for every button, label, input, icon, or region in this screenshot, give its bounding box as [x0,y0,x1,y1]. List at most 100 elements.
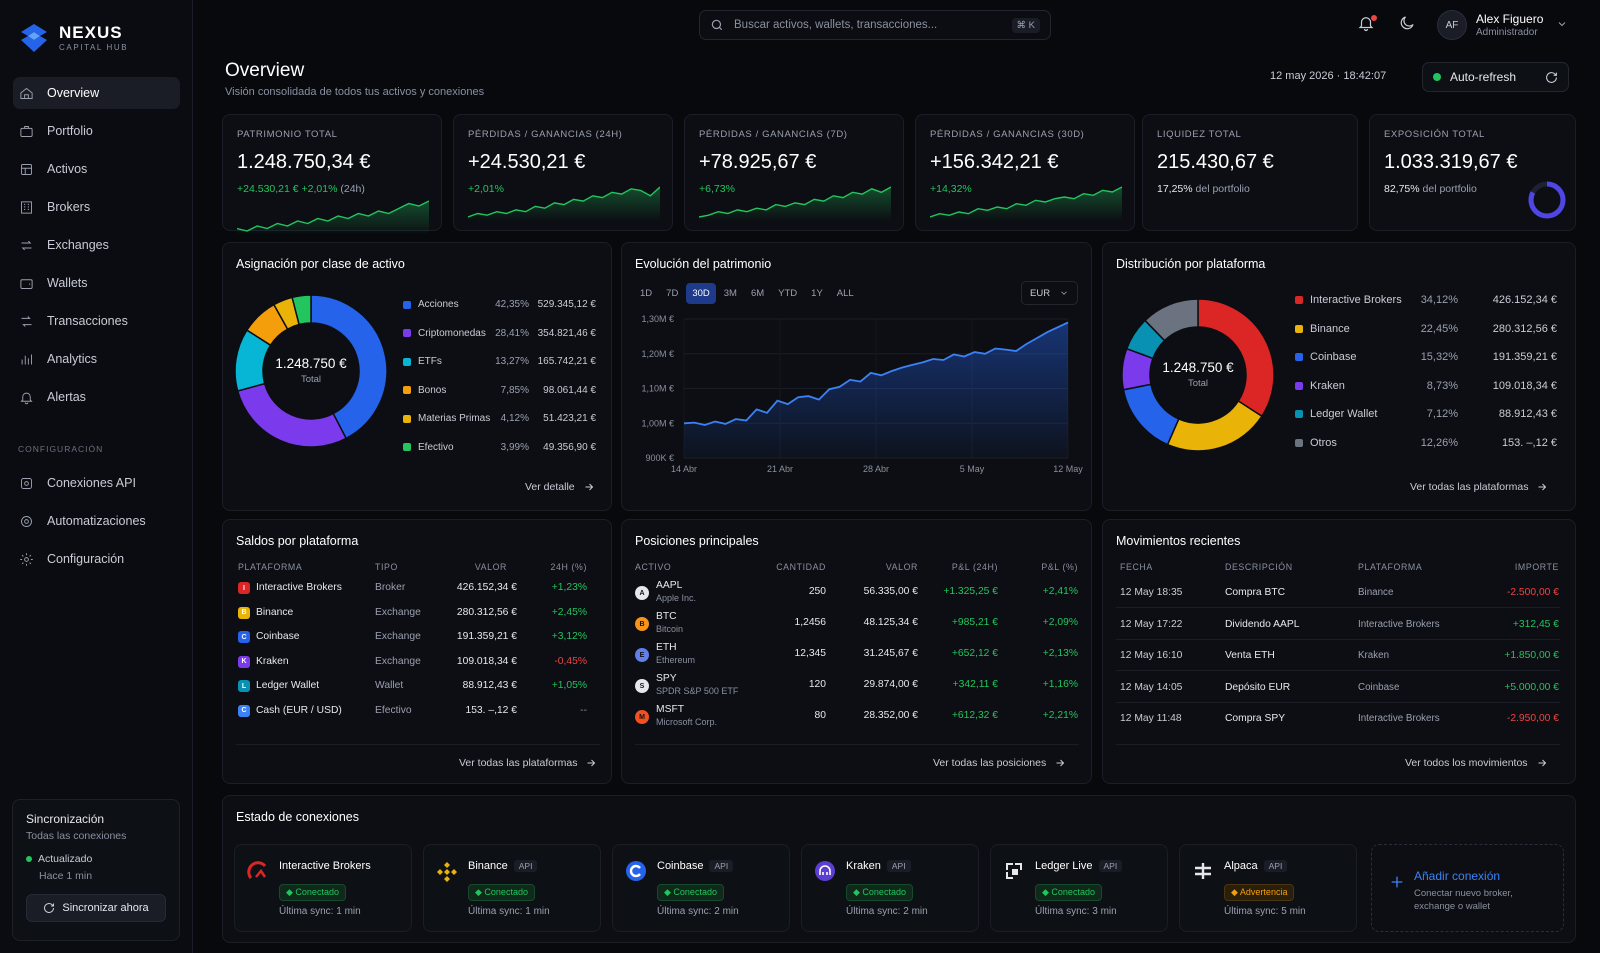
sparkline-line [237,200,429,232]
movements-all-link[interactable]: Ver todos los movimientos [1405,757,1548,769]
sidebar-item-transacciones[interactable]: Transacciones [13,305,180,337]
range-chip-7d[interactable]: 7D [666,288,679,299]
auto-refresh-toggle[interactable]: Auto-refresh [1422,62,1569,92]
movement-description: Dividendo AAPL [1225,618,1300,630]
table-row[interactable]: 12 May 18:35 Compra BTC Binance -2.500,00 € [1103,582,1577,612]
table-row[interactable]: M MSFT Microsoft Corp. 80 28.352,00 € +612,32… [622,702,1093,732]
sidebar-item-portfolio[interactable]: Portfolio [13,115,180,147]
distribution-all-link[interactable]: Ver todas las plataformas [1410,481,1548,493]
sidebar-item-activos[interactable]: Activos [13,153,180,185]
table-row[interactable]: B BTC Bitcoin 1,2456 48.125,34 € +985,21 € +2,… [622,609,1093,639]
connection-last-sync: Última sync: 3 min [1035,906,1117,917]
global-search[interactable]: ⌘ K [699,10,1051,40]
connection-card-alpaca[interactable]: Alpaca API ◆ Advertencia Última sync: 5 min [1179,844,1357,932]
range-chip-all[interactable]: ALL [836,288,854,299]
range-chip-1y[interactable]: 1Y [811,288,823,299]
table-row[interactable]: 12 May 16:10 Venta ETH Kraken +1.850,00 € [1103,645,1577,675]
allocation-detail-link[interactable]: Ver detalle [525,481,595,493]
kpi-delta-pct: +2,01% [298,183,338,195]
range-chip-6m[interactable]: 6M [750,288,765,299]
sidebar-item-brokers[interactable]: Brokers [13,191,180,223]
sidebar-item-conexiones-api[interactable]: Conexiones API [13,467,180,499]
table-row[interactable]: I Interactive Brokers Broker 426.152,34 € +1… [223,578,613,600]
asset-value: 31.245,67 € [863,648,918,659]
theme-toggle-button[interactable] [1398,14,1420,36]
kpi-card[interactable]: PÉRDIDAS / GANANCIAS (7D) +78.925,67 € +6,… [684,114,904,231]
legend-value: 426.152,34 € [1492,294,1557,306]
sync-now-button[interactable]: Sincronizar ahora [26,894,166,922]
table-row[interactable]: C Cash (EUR / USD) Efectivo 153. –,12 € -- [223,701,613,723]
user-name[interactable]: Alex Figuero [1476,12,1544,26]
allocation-slice-criptomonedas[interactable] [236,382,348,448]
add-connection-button[interactable]: Añadir conexión Conectar nuevo broker, e… [1371,844,1564,932]
connection-card-interactive-brokers[interactable]: Interactive Brokers ◆ Conectado Última syn… [234,844,412,932]
balances-all-label: Ver todas las plataformas [459,757,578,769]
table-row[interactable]: 12 May 11:48 Compra SPY Interactive Broker… [1103,708,1577,738]
sparkline-area [930,187,1122,221]
kpi-card[interactable]: EXPOSICIÓN TOTAL 1.033.319,67 € 82,75% del… [1369,114,1576,231]
distribution-slice-coinbase[interactable] [1122,383,1180,446]
layers-icon [19,162,34,177]
sidebar-item-configuraci-n[interactable]: Configuración [13,543,180,575]
table-row[interactable]: E ETH Ethereum 12,345 31.245,67 € +652,12 € +2… [622,640,1093,670]
sidebar-item-analytics[interactable]: Analytics [13,343,180,375]
brand-logo[interactable]: NEXUS CAPITAL HUB [18,22,128,54]
asset-logo-icon: B [635,617,649,631]
positions-all-link[interactable]: Ver todas las posiciones [933,757,1066,769]
range-chip-30d[interactable]: 30D [686,283,716,304]
search-input[interactable] [734,19,1002,31]
kpi-card[interactable]: PÉRDIDAS / GANANCIAS (30D) +156.342,21 € +… [915,114,1135,231]
sidebar-item-wallets[interactable]: Wallets [13,267,180,299]
legend-name: ETFs [418,356,442,367]
kpi-card[interactable]: PATRIMONIO TOTAL 1.248.750,34 € +24.530,21… [222,114,442,235]
sidebar-item-exchanges[interactable]: Exchanges [13,229,180,261]
kraken-logo-icon [814,860,836,882]
kpi-card[interactable]: PÉRDIDAS / GANANCIAS (24H) +24.530,21 € +2… [453,114,673,231]
y-tick-label: 1,30M € [641,314,674,324]
allocation-slice-efectivo[interactable] [291,294,312,326]
allocation-slice-acciones[interactable] [310,294,388,440]
distribution-slice-otros[interactable] [1144,298,1199,342]
refresh-icon[interactable] [1545,71,1558,84]
range-chip-ytd[interactable]: YTD [778,288,798,299]
sidebar-item-overview[interactable]: Overview [13,77,180,109]
distribution-slice-interactive-brokers[interactable] [1197,298,1275,418]
kpi-sparkline [699,186,891,221]
connection-card-ledger-live[interactable]: Ledger Live API ◆ Conectado Última sync: 3 … [990,844,1168,932]
notifications-button[interactable] [1357,14,1379,36]
connection-card-binance[interactable]: Binance API ◆ Conectado Última sync: 1 min [423,844,601,932]
avatar[interactable]: AF [1437,10,1467,40]
arrows-icon [19,314,34,329]
table-row[interactable]: L Ledger Wallet Wallet 88.912,43 € +1,05% [223,676,613,698]
connection-name: Ledger Live API [1035,860,1123,872]
connection-card-coinbase[interactable]: Coinbase API ◆ Conectado Última sync: 2 min [612,844,790,932]
asset-pnl: +652,12 € [951,648,998,659]
nav-item-label: Analytics [47,352,98,366]
range-chip-3m[interactable]: 3M [723,288,737,299]
distribution-donut-chart [1121,298,1275,452]
sidebar-item-alertas[interactable]: Alertas [13,381,180,413]
table-row[interactable]: C Coinbase Exchange 191.359,21 € +3,12% [223,627,613,649]
chevron-down-icon[interactable] [1556,18,1568,30]
table-row[interactable]: S SPY SPDR S&P 500 ETF 120 29.874,00 € +342,1… [622,671,1093,701]
distribution-slice-binance[interactable] [1166,399,1263,452]
legend-value: 165.742,21 € [537,356,596,367]
table-row[interactable]: 12 May 14:05 Depósito EUR Coinbase +5.000,0… [1103,677,1577,707]
kpi-label: PÉRDIDAS / GANANCIAS (30D) [930,129,1085,140]
legend-swatch [1295,438,1303,447]
kpi-card[interactable]: LIQUIDEZ TOTAL 215.430,67 € 17,25% del por… [1142,114,1358,231]
connection-card-kraken[interactable]: Kraken API ◆ Conectado Última sync: 2 min [801,844,979,932]
currency-select[interactable]: EUR [1021,281,1078,305]
nav-item-label: Wallets [47,276,88,290]
table-row[interactable]: B Binance Exchange 280.312,56 € +2,45% [223,603,613,625]
api-badge: API [513,860,538,872]
legend-name: Criptomonedas [418,327,486,339]
balances-all-link[interactable]: Ver todas las plataformas [459,757,597,769]
table-row[interactable]: 12 May 17:22 Dividendo AAPL Interactive Br… [1103,614,1577,644]
search-icon [711,19,723,31]
range-chip-1d[interactable]: 1D [640,288,653,299]
table-row[interactable]: A AAPL Apple Inc. 250 56.335,00 € +1.325,25 €… [622,578,1093,608]
legend-name: Acciones [418,299,459,310]
sidebar-item-automatizaciones[interactable]: Automatizaciones [13,505,180,537]
table-row[interactable]: K Kraken Exchange 109.018,34 € -0,45% [223,652,613,674]
